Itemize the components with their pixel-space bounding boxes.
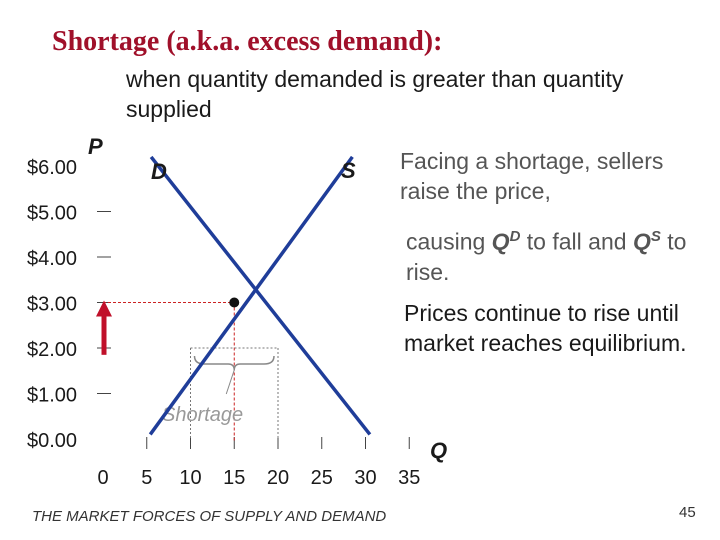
slide-title: Shortage (a.k.a. excess demand): — [52, 26, 443, 57]
note-price-raise: Facing a shortage, sellers raise the pri… — [400, 148, 664, 204]
shortage-pointer — [225, 369, 235, 395]
note-quantity-change: causing QD to fall and QS to rise. — [406, 228, 687, 285]
x-tick-label: 30 — [354, 467, 376, 489]
demand-curve-label: D — [151, 159, 167, 184]
demand-curve — [149, 155, 372, 436]
shortage-label: Shortage — [162, 404, 243, 426]
page-number: 45 — [679, 504, 696, 521]
x-tick-label: 5 — [141, 467, 152, 489]
equilibrium-point — [229, 297, 240, 308]
y-tick-label: $0.00 — [27, 430, 77, 452]
slide-subtitle: when quantity demanded is greater than q… — [126, 66, 624, 122]
y-tick-label: $2.00 — [27, 339, 77, 361]
x-tick-label: 35 — [398, 467, 420, 489]
y-tick-label: $3.00 — [27, 294, 77, 316]
x-tick-label: 10 — [179, 467, 201, 489]
x-tick-label: 20 — [267, 467, 289, 489]
x-tick-label: 0 — [97, 467, 108, 489]
footer-text: THE MARKET FORCES OF SUPPLY AND DEMAND — [32, 508, 387, 525]
x-tick-label: 15 — [223, 467, 245, 489]
supply-curve-label: S — [341, 158, 356, 183]
y-axis-label: P — [88, 134, 103, 159]
y-tick-label: $1.00 — [27, 385, 77, 407]
supply-curve — [148, 155, 354, 436]
note-equilibrium: Prices continue to rise until market rea… — [404, 300, 687, 356]
y-tick-label: $4.00 — [27, 248, 77, 270]
x-axis-label: Q — [430, 438, 447, 463]
y-tick-label: $6.00 — [27, 157, 77, 179]
y-tick-label: $5.00 — [27, 203, 77, 225]
x-tick-label: 25 — [311, 467, 333, 489]
price-rise-arrow-head — [96, 300, 112, 317]
